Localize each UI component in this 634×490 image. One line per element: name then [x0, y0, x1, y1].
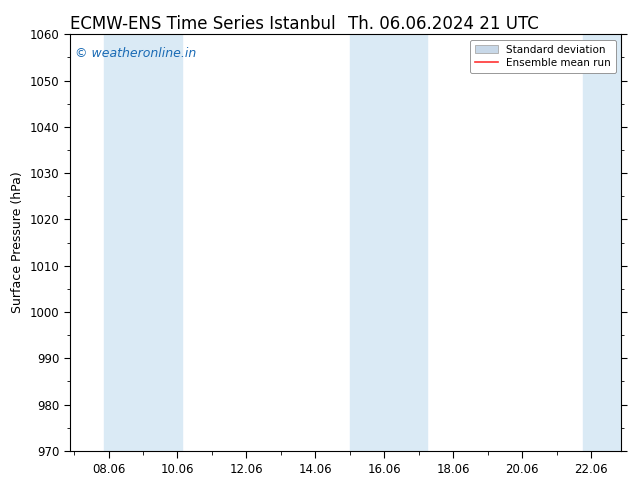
Bar [583, 34, 621, 451]
Text: © weatheronline.in: © weatheronline.in [75, 47, 197, 60]
Bar [104, 34, 182, 451]
Legend: Standard deviation, Ensemble mean run: Standard deviation, Ensemble mean run [470, 40, 616, 73]
Bar [350, 34, 427, 451]
Text: Th. 06.06.2024 21 UTC: Th. 06.06.2024 21 UTC [349, 15, 539, 33]
Y-axis label: Surface Pressure (hPa): Surface Pressure (hPa) [11, 172, 24, 314]
Text: ECMW-ENS Time Series Istanbul: ECMW-ENS Time Series Istanbul [70, 15, 335, 33]
